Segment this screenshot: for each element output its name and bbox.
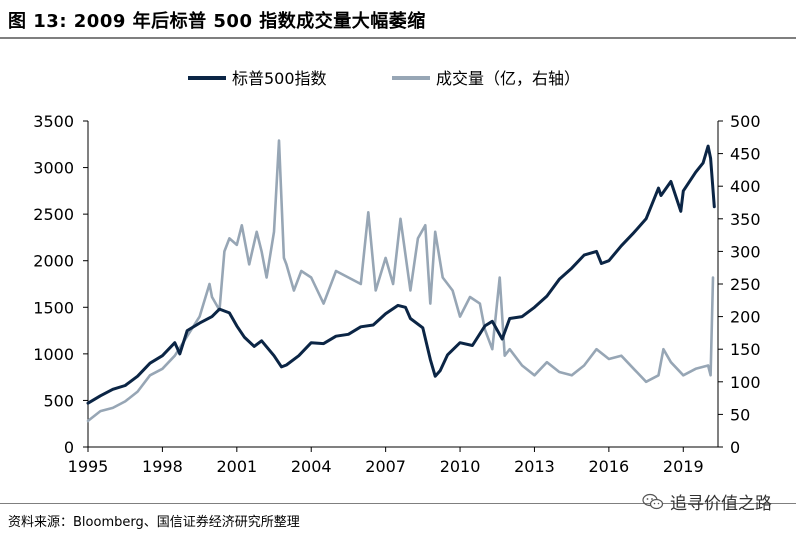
watermark-text: 追寻价值之路 <box>670 494 772 514</box>
x-tick-label: 2010 <box>440 457 481 476</box>
y-right-tick-label: 0 <box>730 438 740 457</box>
x-tick-label: 2004 <box>291 457 332 476</box>
series-line-spx <box>86 144 716 405</box>
y-right-tick-label: 500 <box>730 112 761 131</box>
y-left-tick-label: 3000 <box>33 159 74 178</box>
y-left-tick-label: 0 <box>64 438 74 457</box>
y-left-tick-label: 3500 <box>33 112 74 131</box>
y-left-tick-label: 1500 <box>33 298 74 317</box>
y-right-tick-label: 200 <box>730 308 761 327</box>
wechat-icon <box>642 493 664 509</box>
y-right-tick-label: 350 <box>730 210 761 229</box>
y-right-tick-label: 400 <box>730 177 761 196</box>
watermark: 追寻价值之路 <box>642 489 772 514</box>
chart: 0 500 1000 1500 2000 2500 3000 3500 0 50 100 150 200… <box>33 69 760 476</box>
y-right-tick-label: 250 <box>730 275 761 294</box>
x-tick-label: 2016 <box>589 457 630 476</box>
y-right-tick-label: 450 <box>730 145 761 164</box>
x-tick-label: 2001 <box>216 457 257 476</box>
chart-title: 图 13: 2009 年后标普 500 指数成交量大幅萎缩 <box>8 11 426 32</box>
legend-label: 成交量（亿，右轴） <box>436 69 580 88</box>
y-left-tick-label: 1000 <box>33 345 74 364</box>
legend-label: 标普500指数 <box>232 69 327 88</box>
x-tick-label: 2013 <box>514 457 555 476</box>
x-tick-label: 2007 <box>365 457 406 476</box>
y-right-tick-label: 150 <box>730 340 761 359</box>
source-note: 资料来源：Bloomberg、国信证券经济研究所整理 <box>8 515 300 530</box>
y-right-tick-label: 300 <box>730 242 761 261</box>
y-right-tick-label: 100 <box>730 373 761 392</box>
series-group <box>86 139 716 423</box>
y-left-tick-label: 500 <box>43 391 74 410</box>
x-tick-label: 1995 <box>68 457 109 476</box>
axes: 0 500 1000 1500 2000 2500 3000 3500 0 50 100 150 200… <box>33 112 760 476</box>
series-line-volume <box>86 139 715 423</box>
top-rule <box>0 37 796 39</box>
legend: 标普500指数 成交量（亿，右轴） <box>188 69 580 88</box>
x-tick-label: 1998 <box>142 457 183 476</box>
bottom-rule <box>0 503 796 504</box>
x-tick-label: 2019 <box>663 457 704 476</box>
y-left-tick-label: 2000 <box>33 252 74 271</box>
y-right-tick-label: 50 <box>730 405 750 424</box>
y-left-tick-label: 2500 <box>33 205 74 224</box>
